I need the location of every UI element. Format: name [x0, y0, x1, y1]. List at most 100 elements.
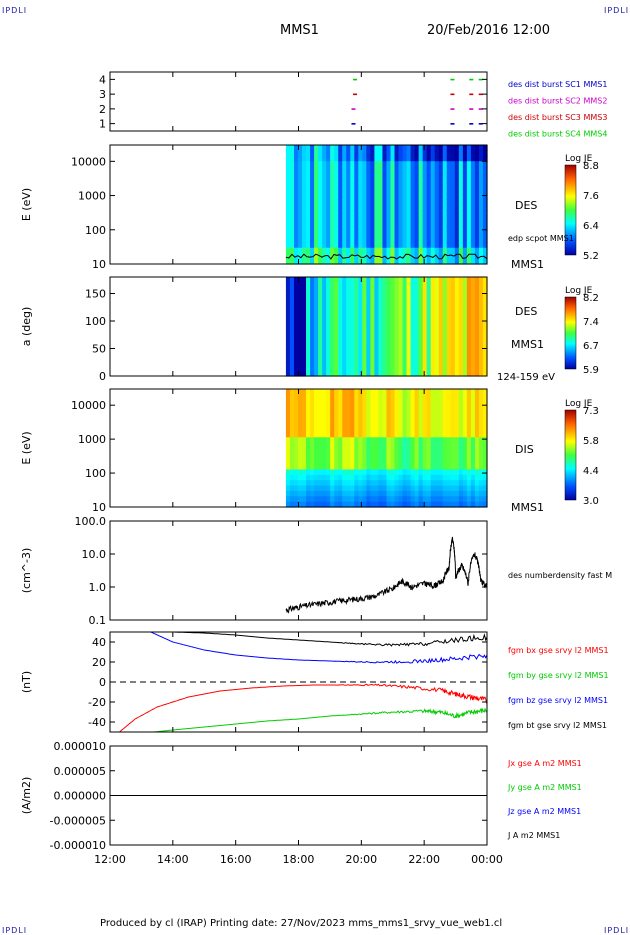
des_pitch-cell: [330, 371, 335, 377]
dis_energy-cell: [458, 458, 464, 465]
des_pitch-cell: [450, 313, 456, 319]
dis_energy-cell: [306, 410, 311, 417]
dis_energy-cell: [386, 415, 392, 422]
des_energy-cell: [306, 150, 311, 157]
des_pitch-cell: [390, 308, 396, 314]
dis_energy-cell: [354, 496, 359, 503]
dis_energy-cell: [314, 410, 319, 417]
des_energy-cell: [362, 242, 367, 249]
dis_energy-cell: [398, 394, 404, 401]
des_pitch-cell: [458, 353, 464, 359]
dis_energy-cell: [482, 394, 488, 401]
des_energy-cell: [446, 242, 452, 249]
des_energy-cell: [406, 172, 412, 179]
des_pitch-cell: [366, 299, 371, 305]
dis_energy-cell: [478, 469, 484, 476]
dis_energy-cell: [434, 490, 440, 497]
burst-mark: [469, 78, 474, 81]
des_energy-cell: [346, 145, 351, 152]
des_energy-cell: [482, 204, 488, 211]
dis_energy-cell: [462, 480, 468, 487]
des_pitch-cell: [454, 281, 460, 287]
des_pitch-cell: [442, 331, 448, 337]
des_pitch-cell: [342, 353, 347, 359]
des_pitch-cell: [386, 299, 392, 305]
des_energy-cell: [374, 236, 380, 243]
dis_energy-cell: [434, 426, 440, 433]
des_pitch-cell: [342, 358, 347, 364]
des_pitch-cell: [442, 362, 448, 368]
dis_energy-cell: [302, 464, 307, 471]
des_pitch-cell: [458, 362, 464, 368]
dis_energy-cell: [410, 469, 416, 476]
dis_energy-cell: [410, 394, 416, 401]
des_energy-cell: [402, 193, 408, 200]
des_energy-cell: [446, 209, 452, 216]
dis_energy-cell: [462, 405, 468, 412]
des_energy-cell: [338, 182, 343, 189]
des_energy-cell: [306, 236, 311, 243]
dis_energy-cell: [362, 469, 367, 476]
des_energy-cell: [346, 188, 351, 195]
des_energy-cell: [406, 220, 412, 227]
dis_energy-cell: [470, 399, 476, 406]
dis_energy-cell: [310, 405, 315, 412]
dis_energy-cell: [346, 437, 351, 444]
x-tick-label: 22:00: [408, 853, 440, 866]
des_energy-cell: [382, 204, 388, 211]
des_energy-cell: [346, 155, 351, 162]
des_pitch-cell: [370, 367, 375, 373]
des_energy-cell: [338, 247, 343, 254]
des_energy-cell: [318, 226, 323, 233]
des_energy-cell: [454, 247, 460, 254]
dis_energy-cell: [350, 410, 355, 417]
des_pitch-cell: [474, 299, 480, 305]
des_pitch-cell: [310, 349, 315, 355]
dis_energy-right-label: DIS: [515, 443, 534, 456]
des_pitch-cell: [318, 290, 323, 296]
dis_energy-cell: [358, 501, 363, 508]
dis_energy-cell: [334, 405, 339, 412]
dis_energy-cell: [306, 485, 311, 492]
dis_energy-cell: [338, 426, 343, 433]
des_energy-cell: [446, 145, 452, 152]
des_pitch-cell: [466, 295, 472, 301]
des_pitch-cell: [285, 281, 291, 287]
des_energy-cell: [414, 161, 420, 168]
dis_energy-cell: [358, 480, 363, 487]
des_energy-cell: [346, 209, 351, 216]
dis_energy-cell: [342, 453, 347, 460]
des_pitch-cell: [422, 308, 428, 314]
dis_energy-cell: [289, 458, 295, 465]
dis_energy-cell: [338, 442, 343, 449]
dis_energy-cell: [346, 485, 351, 492]
des_energy-cell: [386, 204, 392, 211]
dis_energy-cell: [450, 389, 456, 395]
burst-ytick-label: 2: [99, 103, 106, 116]
dis_energy-cell: [426, 469, 432, 476]
des_pitch-cell: [414, 304, 420, 310]
des_pitch-cell: [406, 317, 412, 323]
des_energy-cell: [285, 161, 291, 168]
dis_energy-cell: [398, 469, 404, 476]
des_pitch-cell: [402, 349, 408, 355]
dis_energy-cell: [330, 458, 335, 465]
des_pitch-cell: [302, 313, 307, 319]
des_energy-cell: [293, 199, 299, 206]
dis_energy-cell: [462, 437, 468, 444]
des_pitch-cell: [458, 335, 464, 341]
des_energy-overlay-label: edp scpot MMS1: [508, 234, 574, 243]
des_pitch-cell: [342, 349, 347, 355]
dis_energy-cell: [366, 448, 371, 454]
des_energy-cell: [402, 236, 408, 243]
dis_energy-cell: [370, 405, 375, 412]
dis_energy-cell: [482, 431, 488, 438]
des_pitch-cell: [366, 304, 371, 310]
dis_energy-cell: [370, 464, 375, 471]
des_energy-cell: [322, 166, 327, 173]
des_energy-cell: [394, 226, 400, 233]
des_pitch-cell: [334, 326, 339, 332]
des_energy-cell: [418, 226, 424, 233]
dis_energy-cell: [370, 389, 375, 395]
des_pitch-cell: [310, 295, 315, 301]
